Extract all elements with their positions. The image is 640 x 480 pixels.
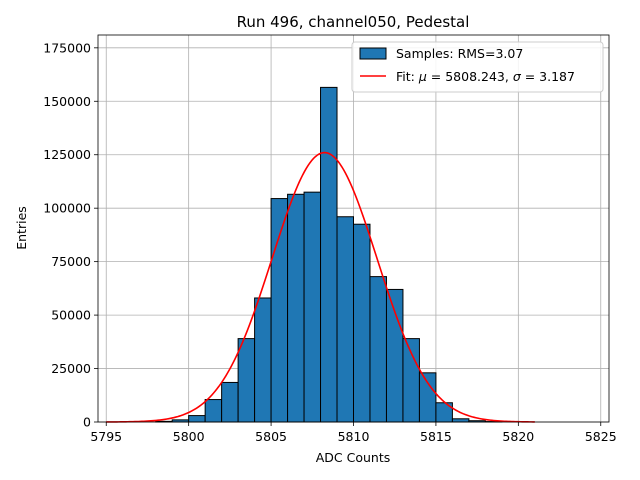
y-tick-label: 50000 (51, 308, 91, 323)
histogram-bar (188, 415, 206, 423)
histogram-bar (418, 372, 437, 423)
histogram-bar (204, 399, 223, 423)
y-axis-ticks: 0 25000 50000 75000 100000 125000 150000 175000 (43, 40, 98, 430)
histogram-bar (336, 216, 355, 423)
legend-fit-mu-symbol: μ (418, 69, 427, 84)
y-tick-label: 25000 (51, 361, 91, 376)
y-tick-label: 175000 (43, 40, 91, 55)
x-axis-ticks: 5795 5800 5805 5810 5815 5820 5825 (90, 422, 617, 444)
x-tick-label: 5815 (420, 429, 452, 444)
legend-samples-swatch (359, 47, 387, 60)
histogram-bar (353, 223, 371, 423)
legend-fit-sigma-symbol: σ (513, 69, 522, 84)
y-tick-label: 100000 (43, 201, 91, 216)
y-tick-label: 0 (83, 415, 91, 430)
chart-title: Run 496, channel050, Pedestal (237, 13, 470, 31)
histogram-bar (320, 86, 338, 423)
x-tick-label: 5825 (585, 429, 617, 444)
histogram-bar (451, 418, 470, 423)
legend-box (351, 41, 604, 93)
legend-fit-label: Fit: μ = 5808.243, σ = 3.187 (396, 69, 575, 84)
y-tick-label: 125000 (43, 147, 91, 162)
y-tick-label: 150000 (43, 94, 91, 109)
y-tick-label: 75000 (51, 254, 91, 269)
legend-fit-suffix: = 3.187 (521, 69, 575, 84)
histogram-bar (369, 276, 387, 423)
histogram-bar (254, 297, 272, 423)
histogram-bar (221, 381, 239, 423)
y-axis-label: Entries (14, 206, 29, 250)
x-tick-label: 5810 (338, 429, 370, 444)
legend-fit-mid: = 5808.243, (427, 69, 513, 84)
x-tick-label: 5805 (255, 429, 287, 444)
histogram-bar (237, 338, 256, 423)
legend: Samples: RMS=3.07 Fit: μ = 5808.243, σ =… (351, 41, 604, 93)
x-tick-label: 5800 (173, 429, 205, 444)
legend-samples-label: Samples: RMS=3.07 (396, 46, 523, 61)
histogram-bar (270, 198, 289, 423)
x-tick-label: 5795 (90, 429, 122, 444)
histogram-bar (303, 191, 322, 423)
x-axis-label: ADC Counts (316, 450, 391, 465)
x-tick-label: 5820 (502, 429, 534, 444)
legend-fit-prefix: Fit: (396, 69, 419, 84)
gaussian-fit-curve (106, 151, 535, 423)
histogram-bar (287, 193, 305, 423)
